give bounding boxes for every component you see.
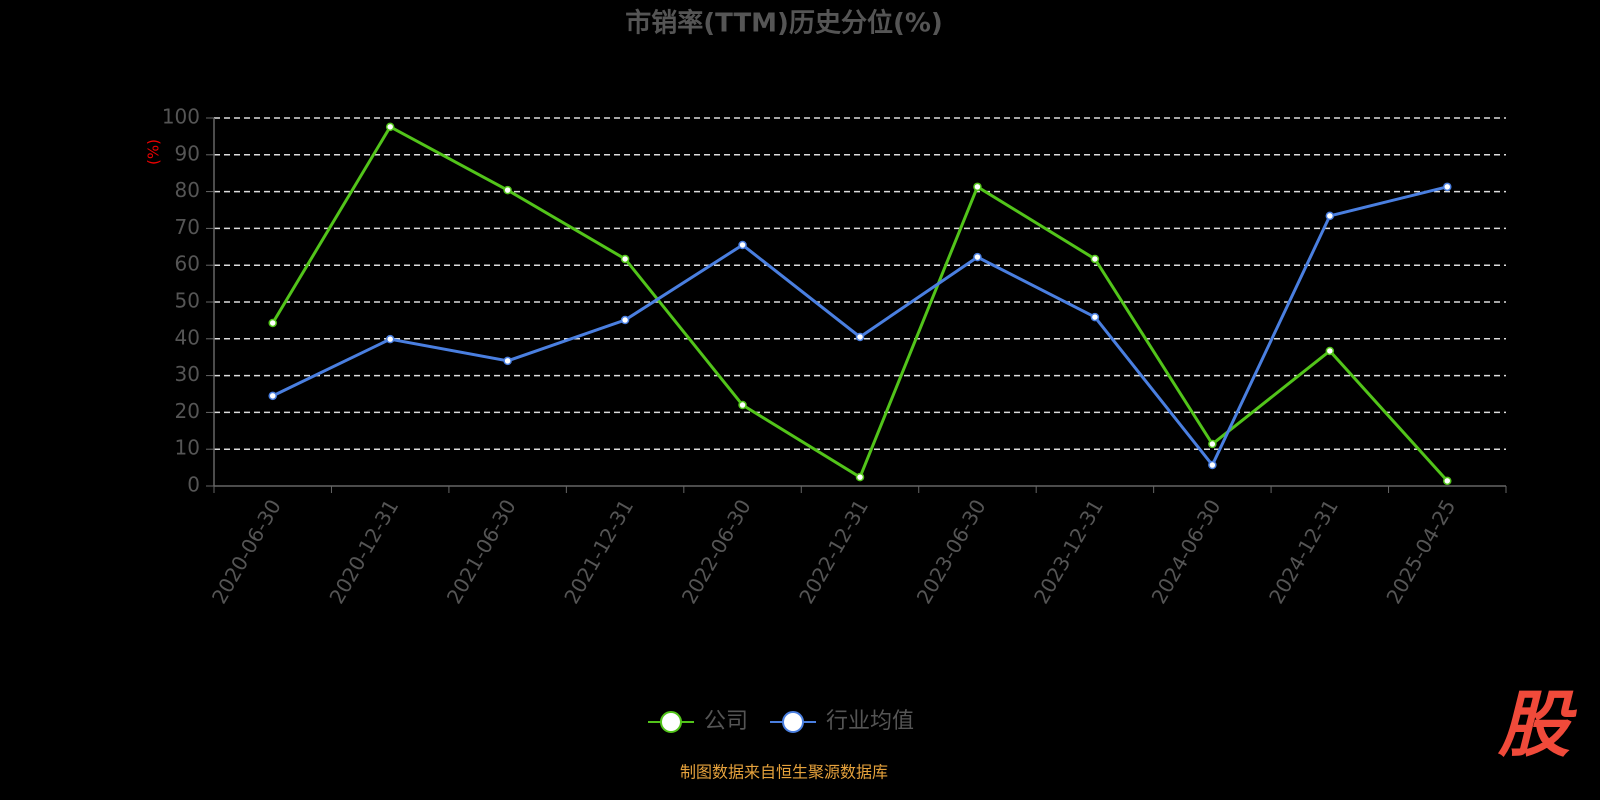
y-tick-label: 70	[175, 215, 200, 239]
point	[503, 185, 512, 195]
y-tick-label: 20	[175, 399, 200, 423]
point	[1325, 346, 1335, 356]
point	[855, 472, 865, 482]
point	[620, 315, 630, 325]
y-tick-label: 90	[175, 141, 200, 165]
y-tick-label: 50	[175, 289, 200, 313]
point	[503, 356, 512, 366]
point	[620, 254, 630, 264]
point	[738, 240, 747, 250]
point	[268, 318, 277, 328]
point	[973, 252, 982, 262]
legend-label[interactable]: 行业均值	[826, 709, 914, 734]
point	[385, 122, 395, 132]
point	[1443, 476, 1452, 486]
point	[1208, 460, 1217, 470]
y-tick-label: 30	[175, 362, 200, 386]
point	[1208, 439, 1217, 449]
point	[1325, 211, 1335, 221]
y-tick-label: 10	[175, 436, 200, 460]
legend-label[interactable]: 公司	[704, 709, 748, 734]
point	[1090, 312, 1100, 322]
chart-title: 市销率(TTM)历史分位(%)	[625, 8, 943, 39]
y-tick-label: 100	[162, 105, 200, 129]
logo: 股	[1497, 683, 1577, 767]
point	[973, 182, 982, 192]
y-tick-label: 0	[187, 473, 200, 497]
point	[738, 400, 747, 410]
y-tick-label: 40	[175, 325, 200, 349]
point	[268, 391, 277, 401]
legend-marker	[782, 711, 805, 733]
point	[1443, 182, 1452, 192]
y-axis-label: (%)	[145, 139, 163, 165]
point	[385, 334, 395, 344]
point	[855, 332, 865, 342]
source-note: 制图数据来自恒生聚源数据库	[680, 763, 888, 782]
legend-marker	[660, 711, 682, 733]
y-tick-label: 80	[175, 178, 200, 202]
y-tick-label: 60	[175, 252, 200, 276]
point	[1090, 254, 1100, 264]
